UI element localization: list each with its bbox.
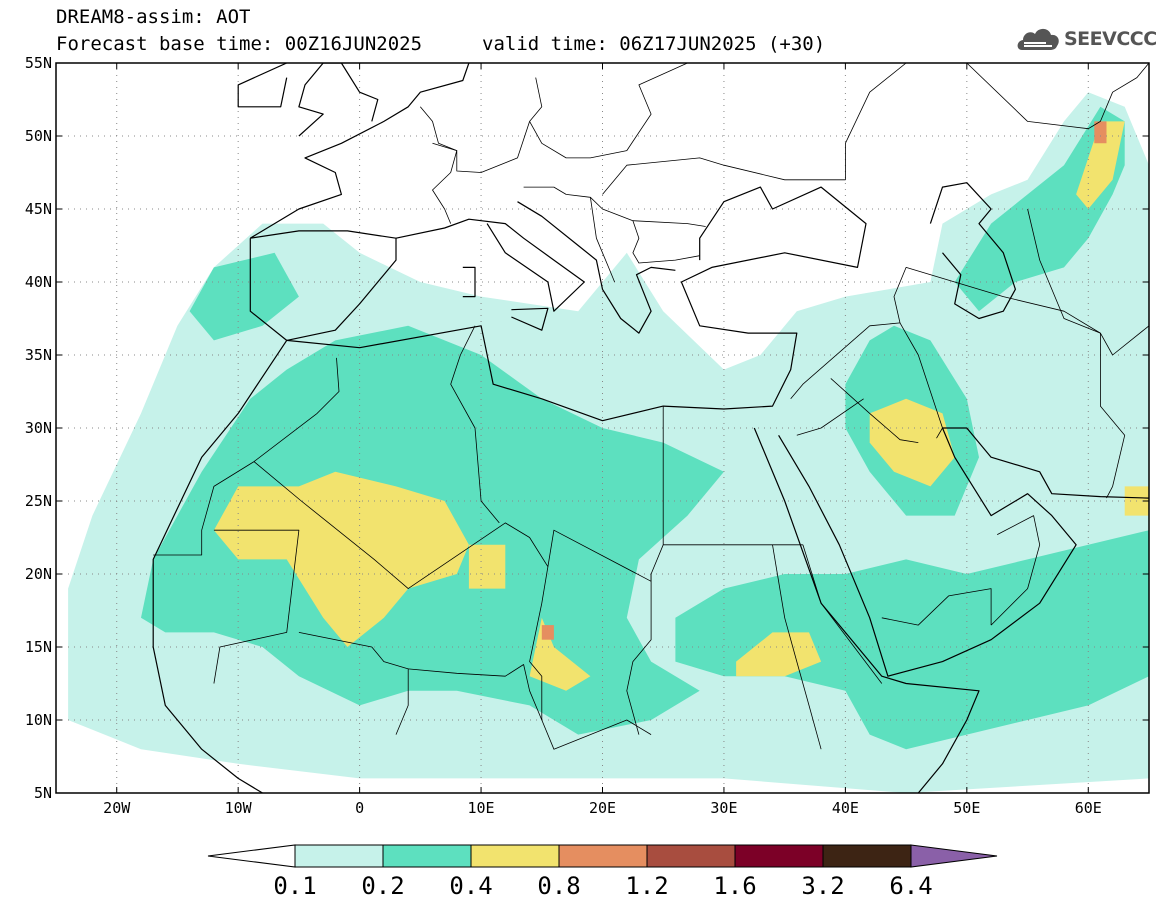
border-16	[881, 588, 992, 626]
aot-region-6	[213, 471, 469, 647]
border-19	[432, 77, 543, 173]
border-14	[893, 266, 1101, 334]
border-12	[830, 378, 919, 443]
lon-label: 10E	[468, 799, 495, 817]
border-0	[253, 461, 803, 589]
lon-label: 20E	[589, 799, 616, 817]
border-1	[153, 357, 340, 556]
lat-label: 55N	[25, 54, 52, 72]
coastline-9	[237, 63, 288, 108]
coastline-1	[152, 340, 288, 793]
border-3	[298, 632, 409, 735]
coastlines	[152, 63, 1149, 793]
border-17	[602, 63, 907, 195]
lat-label: 10N	[25, 711, 52, 729]
border-4	[408, 664, 652, 750]
axis-ticks: 55N 50N 45N 40N 35N 30N 25N 20N 15N 10N 5N 20W 10W 0 1…	[25, 54, 1149, 817]
coastline-2	[286, 186, 867, 422]
coastline-5	[395, 218, 585, 312]
colorbar-label: 1.2	[625, 872, 668, 900]
lon-label: 50E	[953, 799, 980, 817]
colorbar-high-arrow	[910, 844, 998, 868]
seevccc-logo: SEEVCCC	[1016, 22, 1157, 56]
aot-region-7	[869, 398, 955, 487]
colorbar-label: 0.1	[273, 872, 316, 900]
colorbar-label: 6.4	[889, 872, 932, 900]
colorbar-label: 0.4	[449, 872, 492, 900]
border-5	[529, 566, 549, 720]
lon-label: 60E	[1075, 799, 1102, 817]
colorbar-low-arrow	[207, 844, 296, 868]
lat-label: 50N	[25, 127, 52, 145]
border-22	[590, 197, 615, 283]
aot-region-10	[468, 544, 506, 589]
colorbar-label: 3.2	[801, 872, 844, 900]
colorbar-swatch	[646, 844, 736, 868]
border-8	[450, 325, 500, 524]
border-2	[213, 529, 300, 684]
border-13	[796, 398, 864, 436]
aot-region-14	[1094, 121, 1107, 144]
lat-label: 35N	[25, 346, 52, 364]
coastline-8	[298, 63, 379, 137]
plot-area	[56, 63, 1149, 793]
logo-text: SEEVCCC	[1064, 28, 1157, 50]
lon-label: 20W	[103, 799, 131, 817]
colorbar-label: 0.2	[361, 872, 404, 900]
coastline-7	[249, 63, 470, 239]
lat-label: 30N	[25, 419, 52, 437]
aot-region-4	[954, 106, 1125, 312]
lat-label: 45N	[25, 200, 52, 218]
border-15	[990, 515, 1041, 626]
lon-label: 40E	[832, 799, 859, 817]
border-25	[1027, 208, 1149, 356]
border-20	[419, 106, 458, 224]
forecast-base-time: Forecast base time: 00Z16JUN2025	[56, 33, 423, 55]
aot-region-11	[1076, 121, 1125, 209]
coastline-12	[511, 307, 549, 331]
cloud-icon	[1017, 28, 1059, 50]
colorbar-swatch	[558, 844, 648, 868]
map-title: DREAM8-assim: AOT	[56, 6, 251, 28]
border-9	[802, 544, 883, 684]
lat-label: 40N	[25, 273, 52, 291]
colorbar-label: 1.6	[713, 872, 756, 900]
border-24	[966, 63, 1149, 130]
lon-label: 30E	[710, 799, 737, 817]
aot-region-5	[189, 252, 299, 341]
colorbar: 0.1 0.2 0.4 0.8 1.2 1.6 3.2 6.4	[207, 844, 998, 900]
coastline-0	[249, 230, 397, 341]
colorbar-swatch	[294, 844, 384, 868]
colorbar-swatch	[470, 844, 560, 868]
colorbar-swatch	[822, 844, 912, 868]
aot-region-2	[675, 530, 1149, 750]
colorbar-swatch	[382, 844, 472, 868]
border-10	[772, 544, 822, 750]
lat-label: 20N	[25, 565, 52, 583]
coastline-10	[929, 182, 1017, 320]
border-18	[529, 63, 688, 159]
border-23	[632, 220, 706, 227]
border-26	[1100, 333, 1126, 499]
valid-time: valid time: 06Z17JUN2025 (+30)	[482, 33, 826, 55]
coastline-4	[778, 427, 1149, 677]
lon-label: 10W	[225, 799, 253, 817]
lon-label: 0	[355, 799, 364, 817]
lat-label: 5N	[34, 784, 52, 802]
colorbar-label: 0.8	[537, 872, 580, 900]
lat-label: 25N	[25, 492, 52, 510]
lat-label: 15N	[25, 638, 52, 656]
border-6	[626, 574, 652, 735]
country-borders	[153, 63, 1149, 750]
aot-region-9	[736, 632, 822, 677]
coastline-6	[517, 201, 676, 334]
coastline-11	[462, 266, 476, 298]
colorbar-swatch	[734, 844, 824, 868]
aot-region-13	[541, 625, 554, 640]
coastline-3	[753, 427, 980, 793]
